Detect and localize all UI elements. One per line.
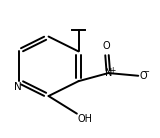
Text: O: O <box>139 71 147 81</box>
Text: O: O <box>103 41 111 51</box>
Text: OH: OH <box>78 114 93 124</box>
Text: N: N <box>105 68 112 78</box>
Text: −: − <box>142 67 149 76</box>
Text: N: N <box>14 82 22 92</box>
Text: +: + <box>110 66 116 75</box>
